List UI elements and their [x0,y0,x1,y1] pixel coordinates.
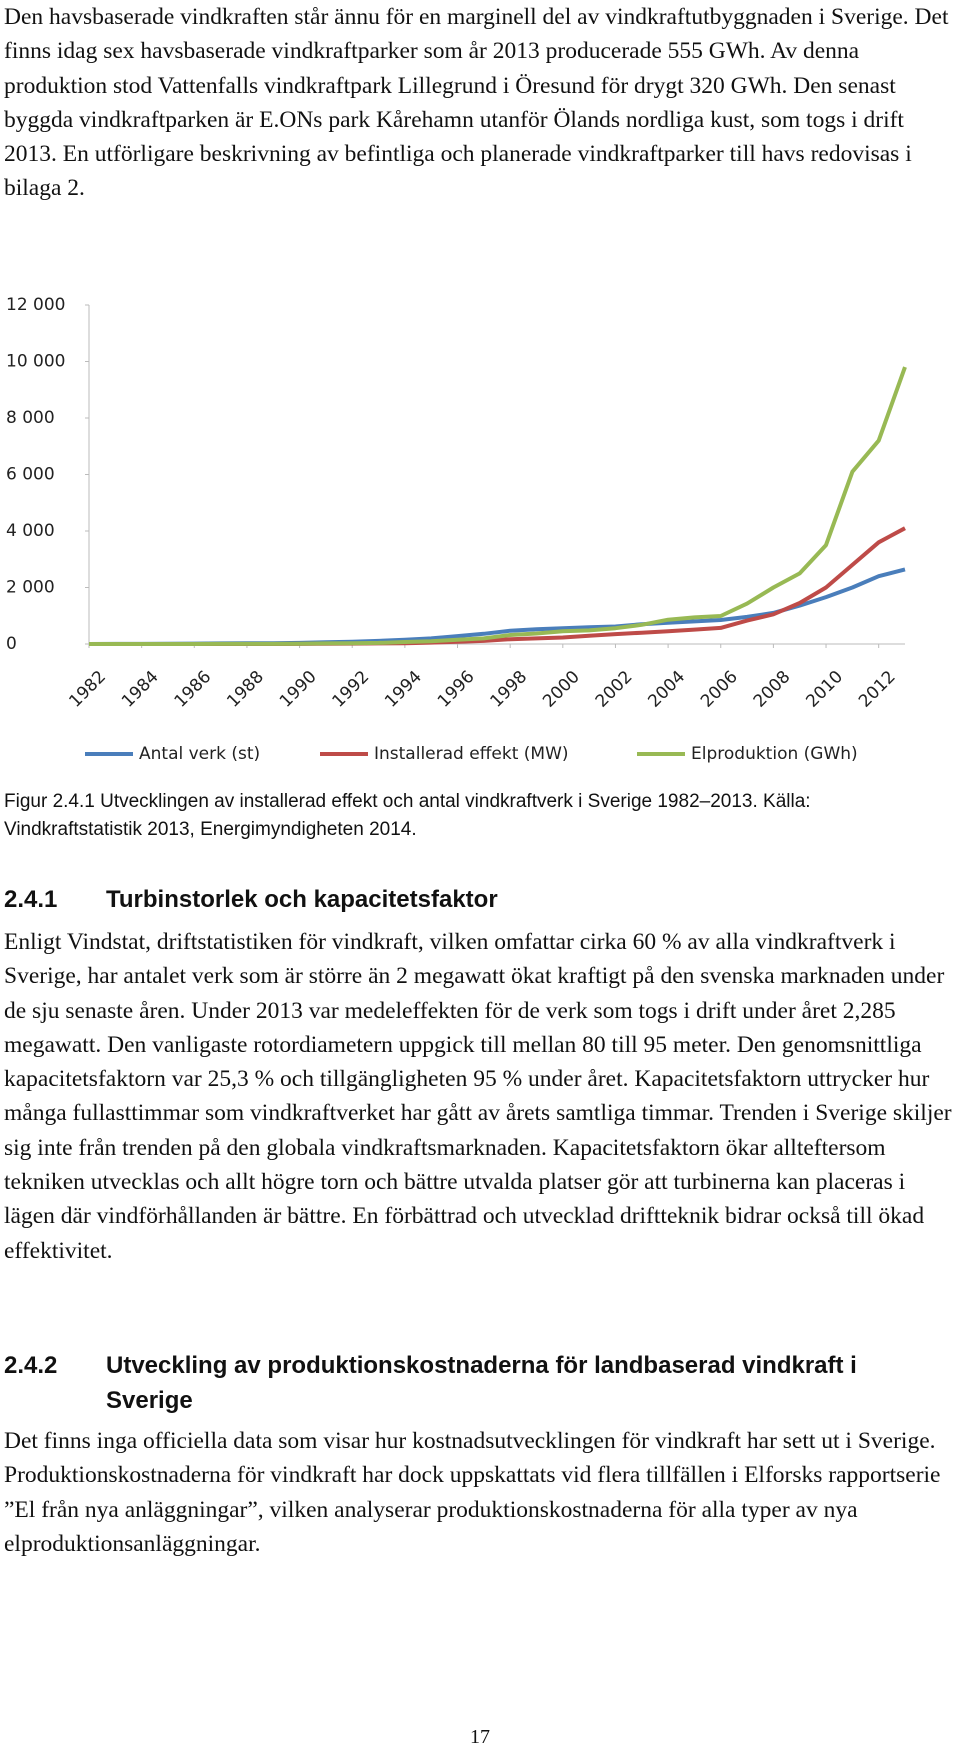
x-tick-label: 1992 [329,667,374,712]
x-tick-label: 1996 [434,667,479,712]
paragraph: Den havsbaserade vindkraften står ännu f… [4,4,949,202]
x-tick-label: 2008 [750,667,795,712]
legend-label: Elproduktion (GWh) [691,744,858,764]
x-tick-label: 2012 [855,667,900,712]
x-tick-label: 2004 [644,667,689,712]
y-tick-label: 12 000 [6,295,65,315]
section-heading: 2.4.2 Utveckling av produktionskostnadern… [4,1348,944,1418]
y-tick-label: 0 [6,634,17,654]
page-number: 17 [470,1726,490,1748]
paragraph: Enligt Vindstat, driftstatistiken för vi… [4,929,952,1264]
x-tick-label: 2010 [802,667,847,712]
section-title: Utveckling av produktionskostnaderna för… [106,1352,857,1414]
series-line [89,526,906,646]
x-tick-label: 2006 [697,667,742,712]
section-number: 2.4.2 [4,1352,58,1379]
section-number: 2.4.1 [4,886,58,913]
y-tick-label: 10 000 [6,352,65,372]
x-tick-label: 2002 [592,667,637,712]
x-tick-label: 1988 [223,667,268,712]
x-tick-label: 1990 [276,667,321,712]
series-line [89,366,907,646]
x-tick-label: 1982 [65,667,110,712]
figure-caption: Figur 2.4.1 Utvecklingen av installerad … [4,791,811,840]
x-tick-label: 1998 [486,667,531,712]
x-tick-label: 2000 [539,667,584,712]
x-tick-label: 1984 [118,667,163,712]
paragraph: Det finns inga officiella data som visar… [4,1428,941,1557]
y-tick-label: 8 000 [6,408,55,428]
x-tick-label: 1994 [381,667,426,712]
legend-label: Antal verk (st) [139,744,260,764]
legend-label: Installerad effekt (MW) [374,744,569,764]
section-title: Turbinstorlek och kapacitetsfaktor [106,886,498,913]
y-tick-label: 2 000 [6,578,55,598]
y-tick-label: 4 000 [6,521,55,541]
y-tick-label: 6 000 [6,465,55,485]
section-heading: 2.4.1 Turbinstorlek och kapacitetsfaktor [4,882,944,917]
x-tick-label: 1986 [171,667,216,712]
